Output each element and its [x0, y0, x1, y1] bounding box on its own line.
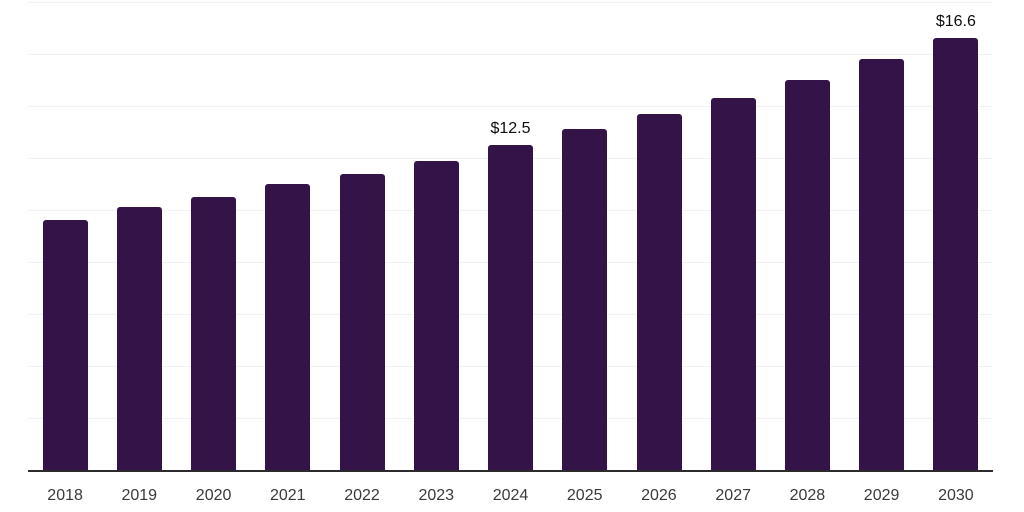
- bar-2021: [265, 184, 311, 470]
- gridline: [28, 2, 993, 3]
- x-tick-label: 2027: [715, 487, 751, 504]
- x-tick-label: 2019: [121, 487, 158, 504]
- x-tick-label: 2024: [492, 487, 529, 504]
- bar-2023: [413, 160, 459, 470]
- bar-2029: [859, 59, 905, 470]
- bar-2026: [636, 113, 682, 470]
- bar-2028: [784, 80, 830, 470]
- gridline: [28, 106, 993, 107]
- x-tick-label: 2021: [269, 487, 306, 504]
- x-tick-label: 2028: [789, 487, 826, 504]
- bar-value-label: $16.6: [935, 13, 976, 31]
- x-tick-label: 2029: [863, 487, 900, 504]
- bar-value-label: $12.5: [490, 120, 531, 137]
- x-tick-label: 2023: [418, 487, 455, 504]
- x-tick-label: 2030: [938, 487, 974, 504]
- x-tick-label: 2025: [566, 487, 603, 504]
- gridline: [28, 54, 993, 55]
- bar-2025: [562, 129, 608, 470]
- x-tick-label: 2022: [344, 487, 380, 504]
- x-tick-label: 2020: [195, 487, 232, 504]
- bar-2030: [933, 38, 979, 470]
- bar-2024: [488, 145, 533, 470]
- bar-2019: [116, 207, 162, 470]
- x-tick-label: 2026: [641, 487, 677, 504]
- bar-2020: [191, 197, 237, 470]
- x-axis-line: [28, 470, 993, 472]
- bar-2022: [339, 173, 385, 470]
- x-tick-label: 2018: [47, 487, 83, 504]
- bar-2018: [42, 220, 88, 470]
- bar-2027: [710, 98, 756, 470]
